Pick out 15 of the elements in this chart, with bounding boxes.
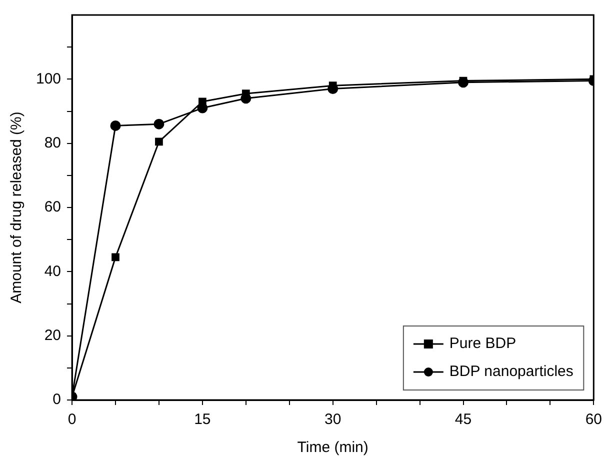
x-tick-label: 30 — [324, 411, 342, 428]
y-tick-label: 100 — [36, 70, 62, 88]
legend-label: Pure BDP — [449, 335, 516, 352]
y-tick-label: 80 — [44, 134, 62, 152]
x-axis-title: Time (min) — [297, 439, 368, 456]
y-tick-label: 0 — [52, 391, 62, 408]
y-axis-title: Amount of drug released (%) — [8, 112, 26, 304]
legend-label: BDP nanoparticles — [449, 363, 574, 380]
x-tick-label: 45 — [454, 411, 472, 428]
x-tick-label: 0 — [68, 411, 76, 428]
y-tick-label: 60 — [44, 198, 62, 216]
x-tick-label: 15 — [194, 411, 211, 428]
y-tick-label: 20 — [44, 326, 62, 344]
x-tick-label: 60 — [585, 411, 602, 428]
y-tick-label: 40 — [44, 262, 62, 280]
